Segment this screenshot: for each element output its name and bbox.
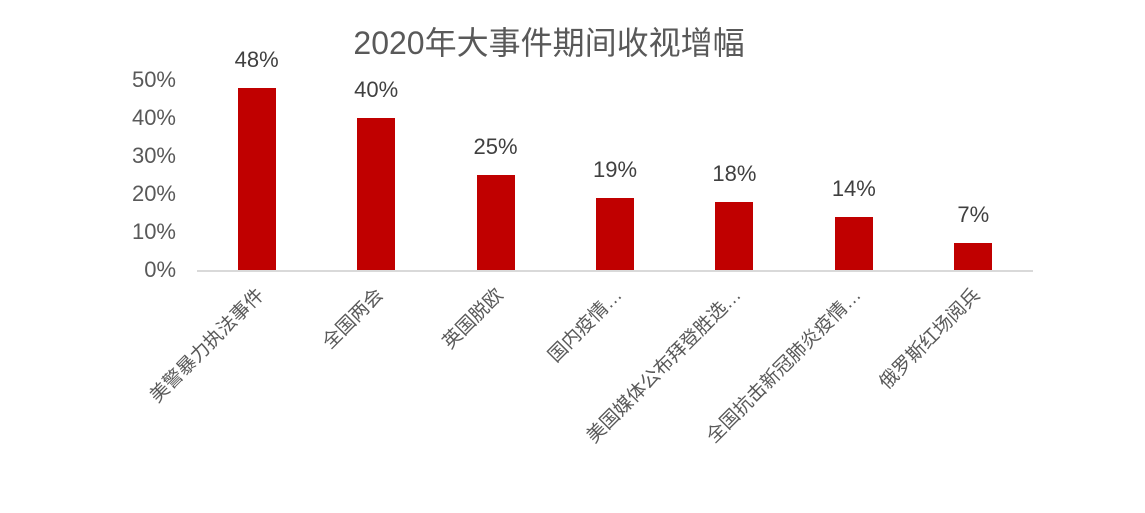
bar: [357, 118, 396, 270]
bar: [476, 175, 515, 270]
data-label: 25%: [473, 134, 518, 159]
y-axis-tick-label: 20%: [131, 181, 176, 206]
bar: [834, 216, 873, 270]
y-axis-tick-label: 50%: [131, 67, 176, 92]
y-axis-tick-label: 40%: [131, 105, 176, 130]
y-axis-tick-label: 0%: [144, 257, 176, 282]
data-label: 18%: [712, 160, 757, 186]
x-axis-line: [197, 270, 1033, 272]
y-axis-tick-label: 10%: [131, 219, 176, 244]
data-label: 40%: [354, 77, 399, 102]
data-label: 7%: [957, 202, 990, 228]
y-axis-tick-label: 30%: [131, 143, 176, 168]
bar: [954, 243, 993, 270]
bar: [715, 201, 754, 270]
bar: [596, 197, 634, 270]
bar: [237, 87, 276, 270]
x-axis-category-label: 美警暴力执法事件: [145, 284, 269, 408]
data-label: 14%: [831, 175, 876, 201]
data-label: 19%: [592, 156, 638, 182]
data-label: 48%: [234, 46, 279, 72]
chart-title: 2020年大事件期间收视增幅: [353, 25, 745, 61]
